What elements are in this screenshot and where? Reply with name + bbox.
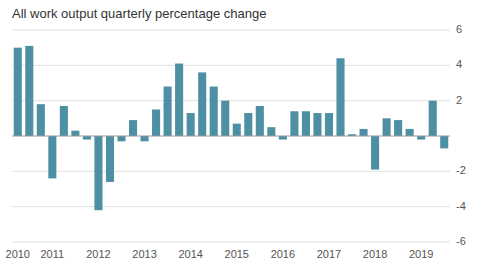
- bar: [71, 131, 79, 136]
- bar: [406, 129, 414, 136]
- grid-line: [12, 65, 450, 66]
- bars: [14, 46, 449, 210]
- grid-line: [12, 206, 450, 207]
- grid-line: [12, 30, 450, 31]
- bar: [336, 58, 344, 136]
- bar: [417, 136, 425, 140]
- x-tick-label: 2012: [86, 248, 110, 260]
- bar: [313, 113, 321, 136]
- y-tick-label: -2: [456, 164, 466, 176]
- bar: [290, 111, 298, 136]
- bar: [429, 101, 437, 136]
- bar: [152, 110, 160, 137]
- bar: [37, 104, 45, 136]
- grid-line: [12, 100, 450, 101]
- x-tick-label: 2019: [409, 248, 433, 260]
- x-tick-label: 2015: [225, 248, 249, 260]
- x-tick-label: 2011: [41, 248, 65, 260]
- x-tick-label: 2018: [363, 248, 387, 260]
- x-tick-label: 2013: [132, 248, 156, 260]
- page: {"chart_data": {"type": "bar", "title": …: [0, 0, 480, 268]
- bar: [360, 129, 368, 136]
- chart-svg: -6 -4 -2 2 4 6 2010 2011 2012 2013 2014 2015 2016 201…: [0, 0, 480, 268]
- bar: [187, 113, 195, 136]
- bar: [394, 120, 402, 136]
- grid-line: [12, 171, 450, 172]
- bar: [221, 101, 229, 136]
- bar: [175, 64, 183, 136]
- bar: [302, 111, 310, 136]
- bar: [60, 106, 68, 136]
- bar: [48, 136, 56, 178]
- y-tick-label: 2: [456, 94, 462, 106]
- x-tick-label: 2016: [271, 248, 295, 260]
- bar: [83, 136, 91, 140]
- bar: [106, 136, 114, 182]
- bar: [279, 136, 287, 140]
- bar: [164, 87, 172, 136]
- bar: [244, 113, 252, 136]
- chart-container: -6 -4 -2 2 4 6 2010 2011 2012 2013 2014 2015 2016 201…: [0, 0, 480, 268]
- bar: [117, 136, 125, 141]
- bar: [129, 120, 137, 136]
- x-tick-label: 2010: [6, 248, 30, 260]
- x-tick-label: 2017: [317, 248, 341, 260]
- grid: [12, 30, 450, 242]
- bar: [141, 136, 149, 141]
- bar: [383, 118, 391, 136]
- bar: [256, 106, 264, 136]
- bar: [267, 127, 275, 136]
- title: All work output quarterly percentage cha…: [12, 6, 266, 21]
- bar: [25, 46, 33, 136]
- baseline: [12, 136, 450, 137]
- bar: [210, 87, 218, 136]
- bar: [233, 124, 241, 136]
- bar: [198, 72, 206, 136]
- y-tick-label: -6: [456, 235, 466, 247]
- bar: [440, 136, 448, 148]
- y-tick-label: 6: [456, 23, 462, 35]
- bar: [94, 136, 102, 210]
- bar: [325, 113, 333, 136]
- x-tick-label: 2014: [178, 248, 202, 260]
- bar: [14, 48, 22, 136]
- bar: [371, 136, 379, 170]
- y-tick-label: 4: [456, 58, 462, 70]
- y-tick-label: -4: [456, 200, 466, 212]
- grid-line: [12, 242, 450, 243]
